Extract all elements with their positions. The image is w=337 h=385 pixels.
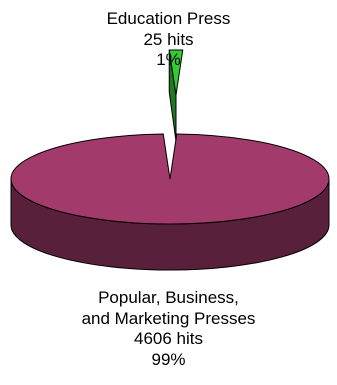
slice-value: 25 hits (143, 29, 194, 49)
slice-label-popular-business-marketing: Popular, Business, and Marketing Presses… (0, 288, 337, 370)
slice-name-line-1: Popular, Business, (98, 288, 239, 307)
slice-percent: 99% (151, 349, 186, 369)
slice-percent: 1% (156, 50, 181, 69)
slice-name-line-2: and Marketing Presses (81, 308, 256, 328)
slice-value: 4606 hits (134, 329, 203, 348)
big-slice-top (10, 133, 330, 225)
slice-label-education-press: Education Press 25 hits 1% (0, 9, 337, 71)
slice-name: Education Press (106, 9, 231, 28)
small-slice-top (168, 49, 184, 96)
